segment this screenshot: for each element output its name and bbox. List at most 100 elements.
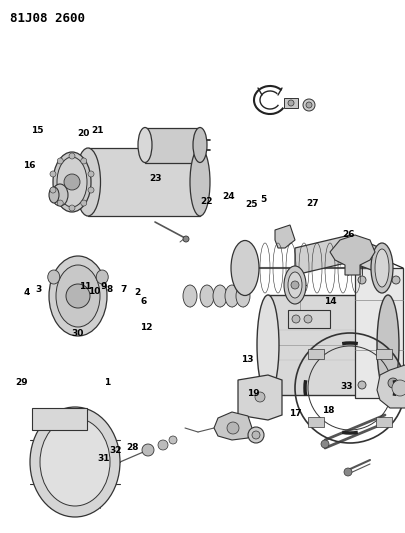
Circle shape xyxy=(142,444,154,456)
Circle shape xyxy=(392,380,405,396)
Text: 21: 21 xyxy=(91,126,103,135)
Text: 17: 17 xyxy=(289,409,302,417)
Circle shape xyxy=(158,440,168,450)
Circle shape xyxy=(227,422,239,434)
Circle shape xyxy=(392,381,400,389)
Circle shape xyxy=(358,276,366,284)
Text: 6: 6 xyxy=(141,297,147,305)
Ellipse shape xyxy=(190,148,210,216)
Ellipse shape xyxy=(138,127,152,163)
Ellipse shape xyxy=(48,270,60,284)
Bar xyxy=(32,408,87,430)
Ellipse shape xyxy=(213,285,227,307)
Ellipse shape xyxy=(225,285,239,307)
Circle shape xyxy=(57,158,63,164)
Circle shape xyxy=(288,100,294,106)
Circle shape xyxy=(183,236,189,242)
Circle shape xyxy=(291,281,299,289)
Text: 15: 15 xyxy=(31,126,43,135)
Circle shape xyxy=(57,200,63,206)
Polygon shape xyxy=(275,225,295,248)
Ellipse shape xyxy=(96,270,108,284)
Ellipse shape xyxy=(40,418,110,506)
Bar xyxy=(308,349,324,359)
Bar xyxy=(355,268,403,398)
Circle shape xyxy=(50,171,56,177)
Circle shape xyxy=(392,276,400,284)
Text: 23: 23 xyxy=(150,174,162,183)
Circle shape xyxy=(88,171,94,177)
Ellipse shape xyxy=(49,256,107,336)
Ellipse shape xyxy=(183,285,197,307)
Ellipse shape xyxy=(52,184,68,206)
Text: 27: 27 xyxy=(306,199,319,208)
Text: 7: 7 xyxy=(120,286,127,294)
Circle shape xyxy=(292,315,300,323)
Ellipse shape xyxy=(284,266,306,304)
Text: 16: 16 xyxy=(23,161,36,169)
Circle shape xyxy=(344,468,352,476)
Text: 9: 9 xyxy=(100,282,107,291)
Circle shape xyxy=(388,378,398,388)
Circle shape xyxy=(69,205,75,211)
Text: 81J08 2600: 81J08 2600 xyxy=(10,12,85,25)
Text: 25: 25 xyxy=(246,200,258,208)
Bar xyxy=(288,310,330,328)
Ellipse shape xyxy=(193,127,207,163)
Polygon shape xyxy=(214,412,252,440)
Ellipse shape xyxy=(257,295,279,395)
Circle shape xyxy=(304,315,312,323)
Circle shape xyxy=(306,102,312,108)
Circle shape xyxy=(303,99,315,111)
Text: 29: 29 xyxy=(15,378,28,386)
Bar xyxy=(376,417,392,427)
Ellipse shape xyxy=(49,187,59,203)
Circle shape xyxy=(81,200,87,206)
Circle shape xyxy=(321,440,329,448)
Text: 28: 28 xyxy=(127,443,139,452)
Text: 24: 24 xyxy=(222,192,235,200)
Ellipse shape xyxy=(231,240,259,295)
Circle shape xyxy=(248,427,264,443)
Text: 11: 11 xyxy=(79,282,91,290)
Ellipse shape xyxy=(75,148,100,216)
Polygon shape xyxy=(238,375,282,420)
Circle shape xyxy=(358,381,366,389)
Ellipse shape xyxy=(236,285,250,307)
Text: 5: 5 xyxy=(260,196,266,204)
Circle shape xyxy=(169,436,177,444)
Ellipse shape xyxy=(375,249,389,287)
Ellipse shape xyxy=(30,407,120,517)
Text: 26: 26 xyxy=(342,230,354,239)
Bar xyxy=(268,295,388,395)
Ellipse shape xyxy=(53,152,91,212)
Circle shape xyxy=(88,187,94,193)
Polygon shape xyxy=(330,235,375,275)
Polygon shape xyxy=(377,365,405,408)
Text: 12: 12 xyxy=(140,324,152,332)
Text: 22: 22 xyxy=(200,197,213,206)
Text: 10: 10 xyxy=(88,287,100,296)
Text: 14: 14 xyxy=(324,297,337,305)
Ellipse shape xyxy=(377,295,399,395)
Circle shape xyxy=(50,187,56,193)
Circle shape xyxy=(66,284,90,308)
Circle shape xyxy=(252,431,260,439)
Circle shape xyxy=(69,153,75,159)
Text: 33: 33 xyxy=(340,382,352,391)
Text: 30: 30 xyxy=(72,329,84,337)
Text: 32: 32 xyxy=(109,446,122,455)
Text: 19: 19 xyxy=(247,389,260,398)
Ellipse shape xyxy=(288,272,302,298)
Circle shape xyxy=(255,392,265,402)
Ellipse shape xyxy=(371,243,393,293)
Polygon shape xyxy=(295,235,385,275)
Text: 20: 20 xyxy=(77,129,89,138)
Text: 1: 1 xyxy=(104,378,111,387)
Circle shape xyxy=(64,174,80,190)
Bar xyxy=(308,417,324,427)
Bar xyxy=(88,148,200,216)
Text: 8: 8 xyxy=(106,286,113,294)
Text: 13: 13 xyxy=(241,356,253,364)
Bar xyxy=(145,128,200,163)
